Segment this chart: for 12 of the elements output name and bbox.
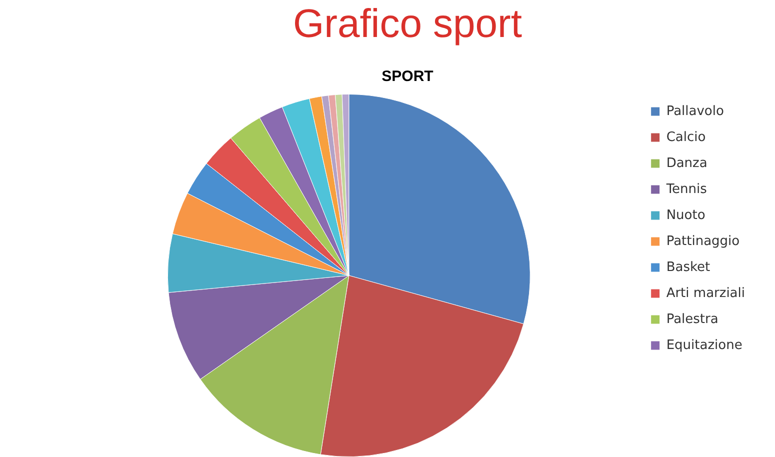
legend-label: Equitazione (666, 338, 742, 353)
legend-label: Palestra (666, 312, 718, 327)
legend-label: Basket (666, 260, 710, 275)
chart-title: Grafico sport (293, 2, 522, 46)
legend-label: Nuoto (666, 208, 706, 223)
legend-label: Arti marziali (666, 286, 746, 301)
legend-label: Pattinaggio (666, 234, 740, 249)
legend-label: Calcio (666, 130, 706, 145)
legend-label: Tennis (665, 182, 708, 197)
chart-subtitle: SPORT (382, 68, 434, 86)
legend-label: Pallavolo (666, 104, 724, 119)
legend-label: Danza (666, 156, 708, 171)
